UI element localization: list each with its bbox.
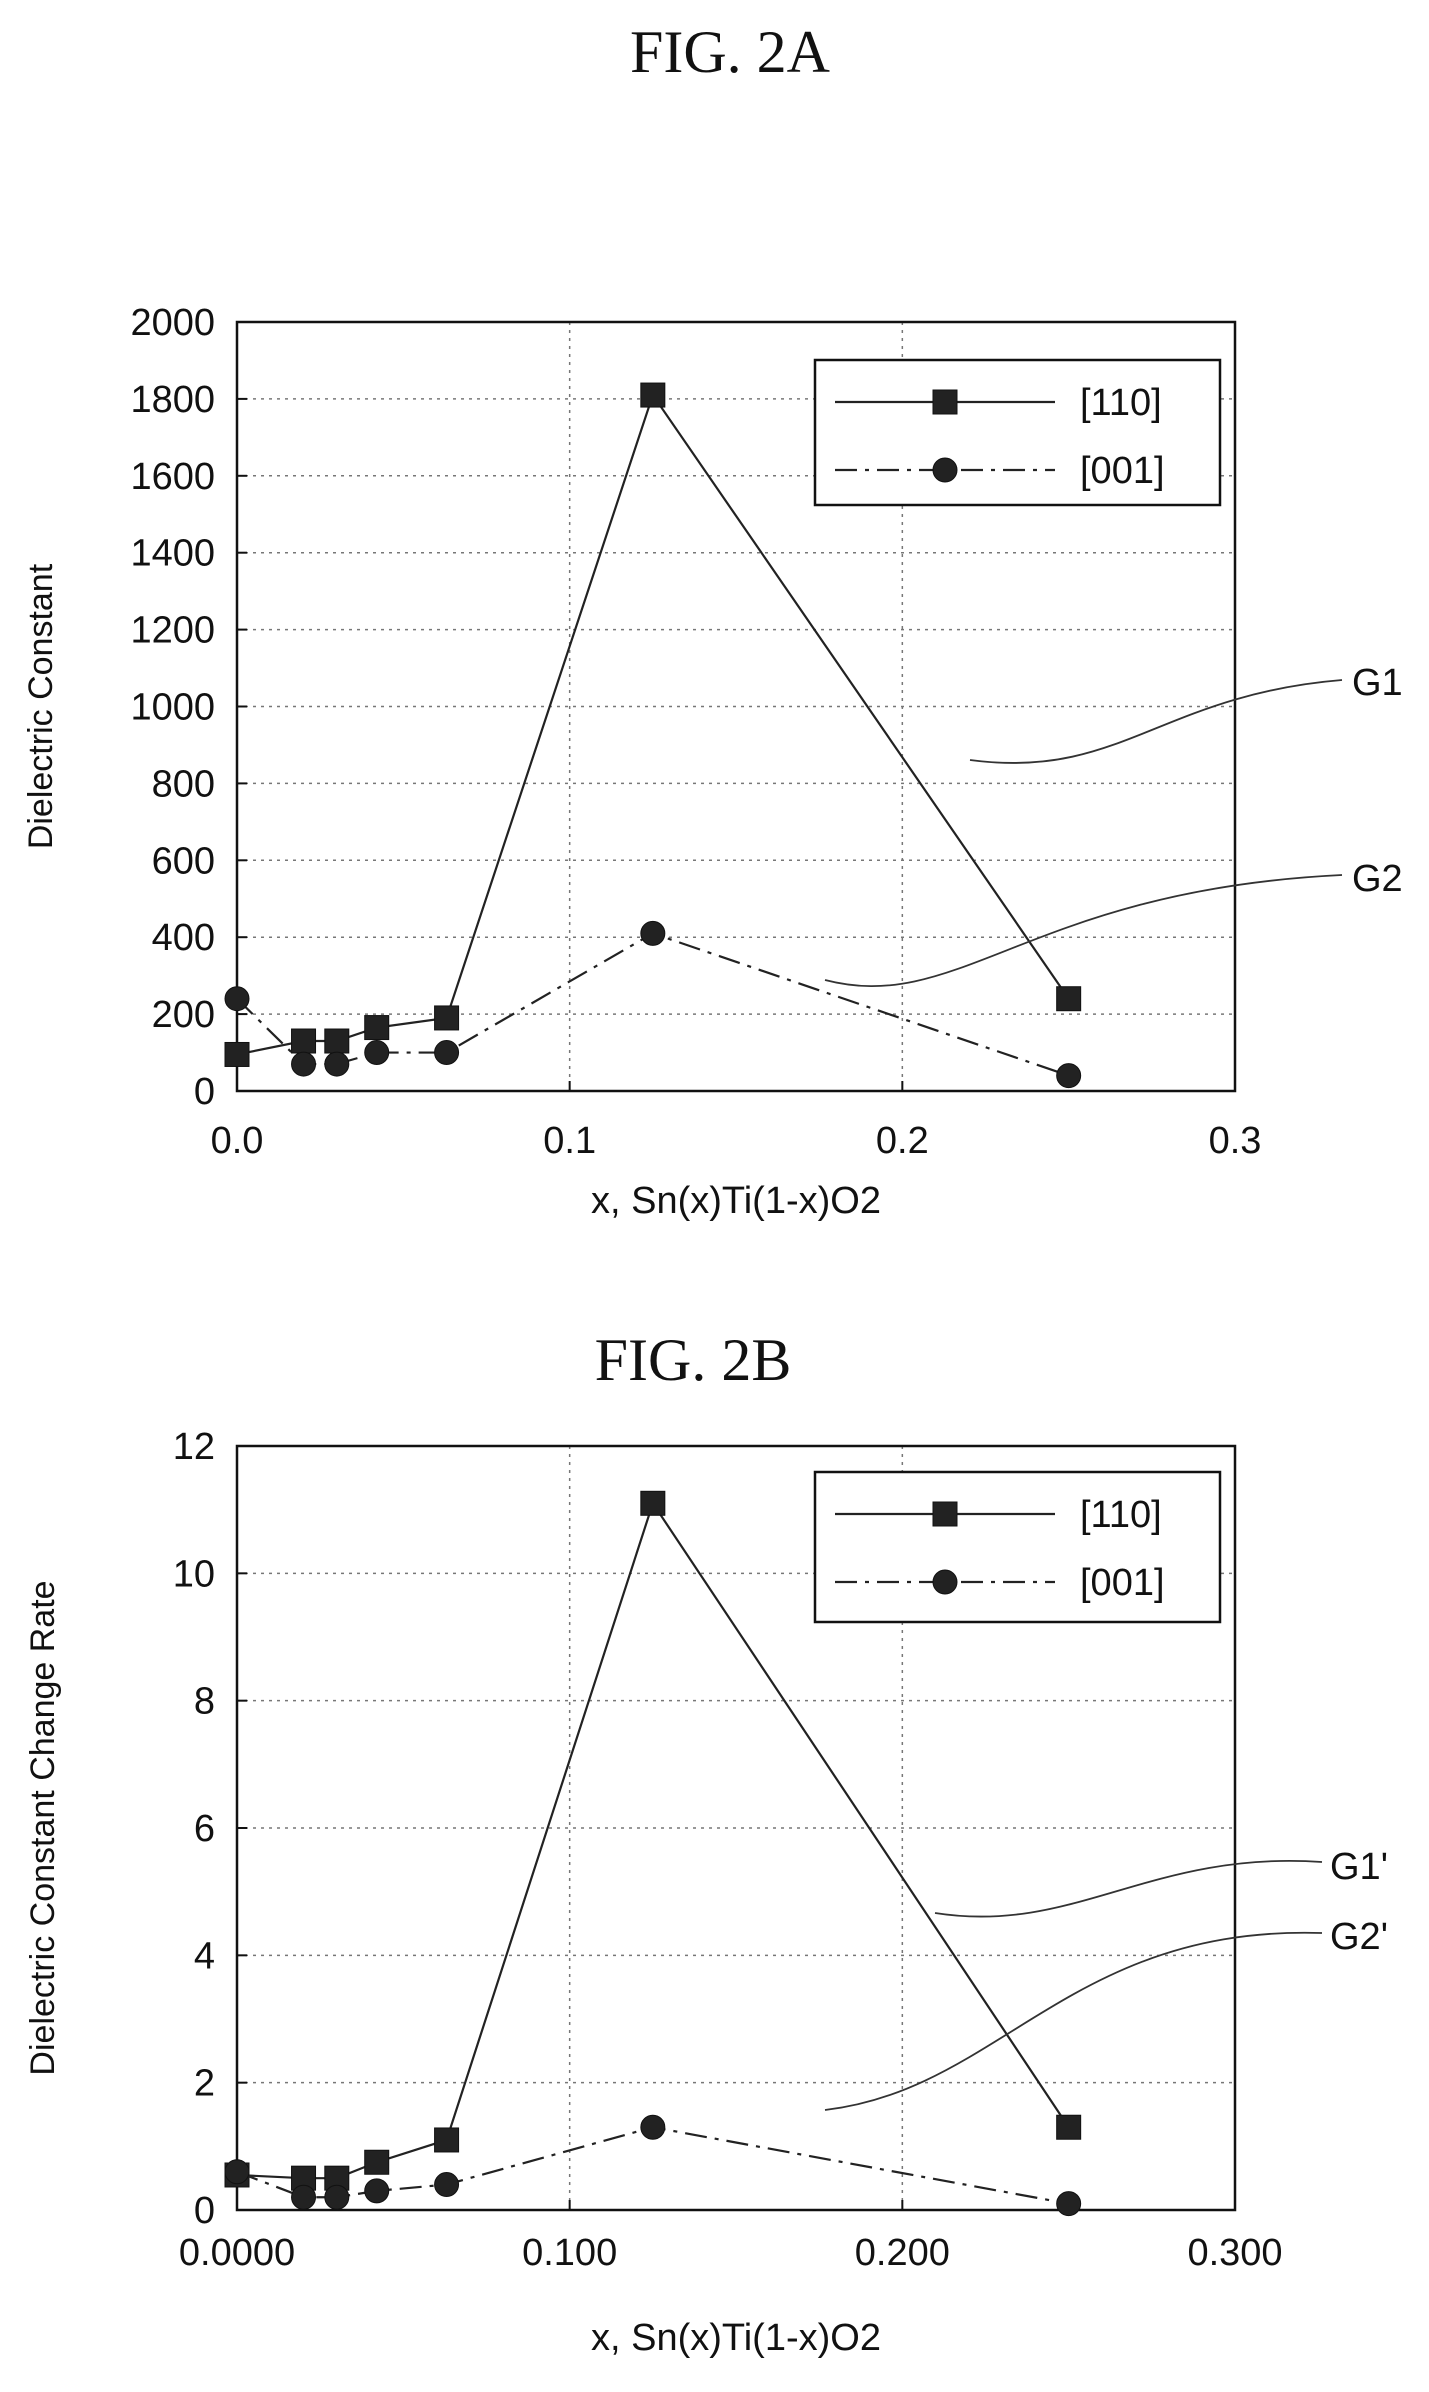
legend-label: [001] [1080, 1562, 1165, 1604]
x-tick-label: 0.300 [1187, 2232, 1282, 2274]
y-tick-label: 1800 [130, 379, 215, 421]
y-tick-label: 1200 [130, 610, 215, 652]
legend-marker [932, 1501, 958, 1527]
y-axis-label: Dielectric Constant [22, 563, 60, 849]
legend-box [813, 358, 1222, 507]
legend-label: [110] [1080, 1494, 1162, 1536]
callout-leader [824, 874, 1343, 988]
callout-label: G2 [1352, 858, 1403, 900]
data-point-110 [224, 1041, 250, 1067]
figure-title: FIG. 2A [630, 19, 830, 85]
y-tick-label: 2000 [130, 302, 215, 344]
legend-label: [110] [1080, 382, 1162, 424]
y-tick-label: 8 [194, 1681, 215, 1723]
x-tick-label: 0.3 [1209, 1120, 1262, 1162]
data-point-001 [224, 986, 250, 1012]
callout-leader [824, 1931, 1323, 2111]
y-tick-label: 1400 [130, 533, 215, 575]
x-tick-label: 0.200 [855, 2232, 950, 2274]
x-axis-label: x, Sn(x)Ti(1-x)O2 [591, 1180, 881, 1222]
data-point-110 [364, 2149, 390, 2175]
y-tick-label: 12 [173, 1426, 215, 1468]
y-tick-label: 1600 [130, 456, 215, 498]
data-point-001 [434, 1040, 460, 1066]
data-point-110 [434, 1005, 460, 1031]
y-tick-label: 600 [152, 840, 215, 882]
callout-label: G2' [1330, 1916, 1388, 1958]
x-axis-label: x, Sn(x)Ti(1-x)O2 [591, 2317, 881, 2359]
x-tick-label: 0.2 [876, 1120, 929, 1162]
data-point-001 [640, 920, 666, 946]
y-tick-label: 400 [152, 917, 215, 959]
data-point-110 [364, 1015, 390, 1041]
y-tick-label: 0 [194, 2190, 215, 2232]
legend-marker [932, 389, 958, 415]
chart-fig-2a: FIG. 2A 0 200 400 600 800 1000 1200 1400 1600 1800… [22, 19, 1403, 1222]
y-axis-label: Dielectric Constant Change Rate [24, 1580, 62, 2075]
data-point-001 [434, 2172, 460, 2198]
y-tick-label: 4 [194, 1935, 215, 1977]
series-line-001 [236, 932, 1070, 1077]
data-point-001 [224, 2159, 250, 2185]
figure-title: FIG. 2B [595, 1327, 792, 1393]
y-tick-label: 0 [194, 1071, 215, 1113]
legend-label: [001] [1080, 450, 1165, 492]
callout-label: G1 [1352, 662, 1403, 704]
data-point-001 [291, 2184, 317, 2210]
legend-box [813, 1470, 1222, 1624]
callout-label: G1' [1330, 1846, 1388, 1888]
data-point-001 [364, 1040, 390, 1066]
data-point-110 [1056, 986, 1082, 1012]
data-point-001 [364, 2178, 390, 2204]
data-point-110 [640, 382, 666, 408]
y-tick-label: 6 [194, 1808, 215, 1850]
legend-marker [932, 1569, 958, 1595]
data-point-110 [324, 1028, 350, 1054]
y-tick-label: 2 [194, 2063, 215, 2105]
data-point-001 [1056, 2191, 1082, 2217]
data-point-001 [324, 1051, 350, 1077]
y-tick-label: 1000 [130, 687, 215, 729]
x-tick-label: 0.100 [522, 2232, 617, 2274]
x-tick-label: 0.1 [543, 1120, 596, 1162]
data-point-110 [291, 1028, 317, 1054]
chart-fig-2b: FIG. 2B 0 2 4 6 8 10 12 0.0000 0.100 0.200 0.300 x, … [24, 1327, 1388, 2359]
legend-marker [932, 457, 958, 483]
x-tick-label: 0.0000 [179, 2232, 295, 2274]
data-point-110 [640, 1490, 666, 1516]
data-point-110 [434, 2127, 460, 2153]
y-tick-label: 10 [173, 1553, 215, 1595]
y-tick-label: 800 [152, 763, 215, 805]
data-point-001 [324, 2184, 350, 2210]
data-point-110 [1056, 2114, 1082, 2140]
callout-leader [969, 679, 1343, 764]
callout-leader [934, 1860, 1323, 1918]
data-point-001 [1056, 1063, 1082, 1089]
data-point-001 [640, 2114, 666, 2140]
data-point-001 [291, 1051, 317, 1077]
x-tick-label: 0.0 [211, 1120, 264, 1162]
y-tick-label: 200 [152, 994, 215, 1036]
